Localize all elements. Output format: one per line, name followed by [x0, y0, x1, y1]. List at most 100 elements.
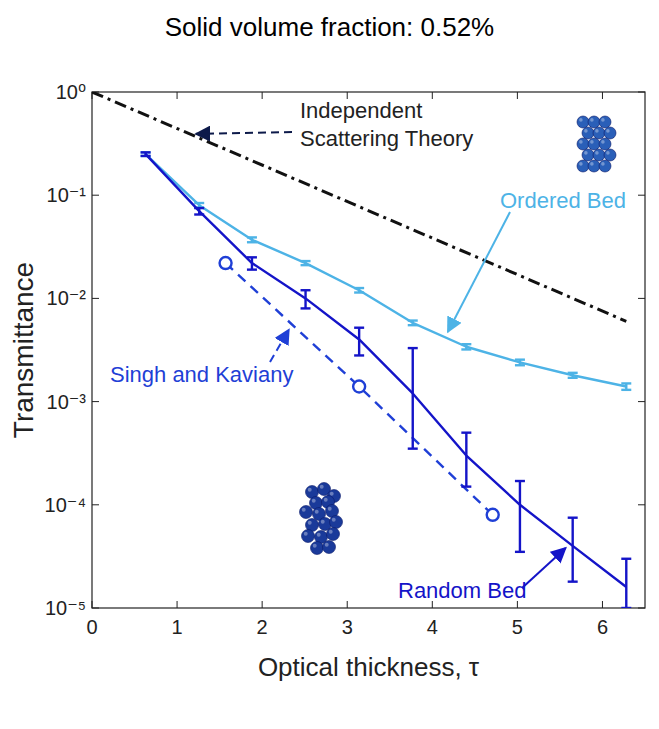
sphere-icon [588, 160, 600, 172]
error-bar-cap [515, 480, 525, 482]
sphere-icon [311, 542, 324, 555]
sphere-highlight [329, 530, 333, 534]
y-tick [92, 298, 99, 299]
y-tick-label: 10⁻⁴ [45, 494, 86, 516]
series-line [146, 154, 627, 386]
sphere-highlight [328, 507, 332, 511]
x-tick [347, 601, 348, 608]
sphere-icon [300, 506, 313, 519]
error-bar [568, 518, 578, 582]
sphere-highlight [308, 521, 312, 525]
x-tick-label: 4 [427, 616, 438, 638]
error-bar-stem [519, 481, 521, 552]
series-marker [353, 381, 365, 393]
sphere-highlight [601, 118, 605, 122]
error-bar-stem [625, 559, 627, 608]
sphere-icon [330, 516, 343, 529]
y-tick [638, 401, 645, 402]
x-tick [92, 601, 93, 608]
error-bar-cap [194, 213, 204, 215]
error-bar-cap [301, 307, 311, 309]
error-bar-cap [194, 207, 204, 209]
x-tick-label: 2 [257, 616, 268, 638]
error-bar [354, 288, 364, 292]
sphere-icon [593, 127, 605, 139]
label-line: Scattering Theory [300, 126, 473, 151]
label-arrow [270, 330, 289, 362]
background [0, 0, 659, 729]
label-line: Independent [300, 98, 422, 123]
error-bar-cap [461, 348, 471, 350]
x-axis-title: Optical thickness, τ [258, 652, 480, 682]
error-bar [194, 208, 204, 214]
error-bar-cap [515, 358, 525, 360]
error-bar-cap [247, 241, 257, 243]
y-tick [92, 608, 99, 609]
error-bar-stem [571, 518, 573, 582]
series-label: Random Bed [398, 578, 526, 603]
x-tick-label: 3 [342, 616, 353, 638]
sphere-highlight [315, 510, 319, 514]
error-bar-cap [461, 485, 471, 487]
y-tick [638, 195, 645, 196]
chart: Solid volume fraction: 0.52%012345610⁰10… [0, 0, 659, 729]
error-bar [408, 321, 418, 326]
error-bar-cap [408, 447, 418, 449]
y-tick-label: 10⁻⁵ [45, 597, 86, 619]
sphere-highlight [324, 498, 328, 502]
sphere-highlight [321, 520, 325, 524]
sphere-icon [599, 138, 611, 150]
error-bar-cap [247, 256, 257, 258]
sphere-highlight [590, 140, 594, 144]
error-bar-cap [354, 354, 364, 356]
sphere-icon [302, 530, 315, 543]
error-bar [568, 373, 578, 378]
series-label: Singh and Kaviany [110, 362, 293, 387]
sphere-icon [604, 149, 616, 161]
error-bar [247, 257, 257, 269]
error-bar-stem [304, 290, 306, 308]
error-bar-cap [354, 287, 364, 289]
x-tick-label: 6 [597, 616, 608, 638]
sphere-highlight [325, 543, 329, 547]
data-area [92, 92, 631, 608]
y-tick [92, 401, 99, 402]
x-tick [602, 601, 603, 608]
error-bar-cap [408, 319, 418, 321]
error-bar [515, 481, 525, 552]
x-tick [262, 601, 263, 608]
y-tick [92, 195, 99, 196]
error-bar [515, 360, 525, 366]
error-bar-stem [358, 328, 360, 356]
error-bar-cap [621, 607, 631, 608]
sphere-highlight [332, 518, 336, 522]
error-bar-cap [568, 377, 578, 379]
x-tick [432, 92, 433, 99]
x-tick-label: 1 [172, 616, 183, 638]
series-label: Independent Scattering Theory [300, 98, 473, 151]
series-line [92, 92, 626, 321]
sphere-highlight [584, 151, 588, 155]
sphere-highlight [595, 129, 599, 133]
sphere-highlight [590, 162, 594, 166]
y-tick [638, 608, 645, 609]
sphere-highlight [595, 151, 599, 155]
error-bar [621, 383, 631, 389]
error-bar-cap [247, 236, 257, 238]
sphere-icon [323, 541, 336, 554]
x-tick [177, 601, 178, 608]
error-bar [301, 261, 311, 265]
y-tick [638, 504, 645, 505]
bed-icons [300, 116, 617, 555]
error-bar-cap [247, 268, 257, 270]
series-line [226, 263, 493, 515]
error-bar-cap [301, 260, 311, 262]
sphere-icon [582, 149, 594, 161]
sphere-icon [599, 116, 611, 128]
y-tick [638, 92, 645, 93]
y-axis-title: Transmittance [8, 262, 39, 438]
sphere-highlight [584, 129, 588, 133]
sphere-highlight [601, 162, 605, 166]
error-bar [461, 433, 471, 487]
sphere-highlight [590, 118, 594, 122]
